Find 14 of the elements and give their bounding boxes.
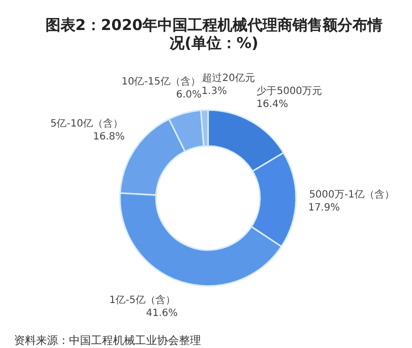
data-label: 1.3% — [201, 86, 227, 98]
slice-label: 少于5000万元 — [256, 85, 322, 98]
slice-label: 1亿-5亿（含） — [109, 294, 176, 306]
text: 资料来源：中国工程机械工业协会整理 — [14, 334, 201, 347]
data-label: 41.6% — [146, 308, 178, 319]
chart-title: 图表2：2020年中国工程机械代理商销售额分布情况(单位：%) — [45, 16, 383, 52]
data-label: 17.9% — [308, 202, 340, 214]
slice-label: 超过20亿元 — [202, 72, 255, 84]
slice-label: 5000万-1亿（含） — [309, 188, 394, 201]
data-label: 6.0% — [176, 90, 202, 101]
slice-label: 5亿-10亿（含） — [50, 118, 124, 130]
data-label: 16.8% — [93, 132, 125, 143]
slice-label: 10亿-15亿（含） — [121, 76, 201, 88]
data-label: 16.4% — [256, 99, 288, 110]
